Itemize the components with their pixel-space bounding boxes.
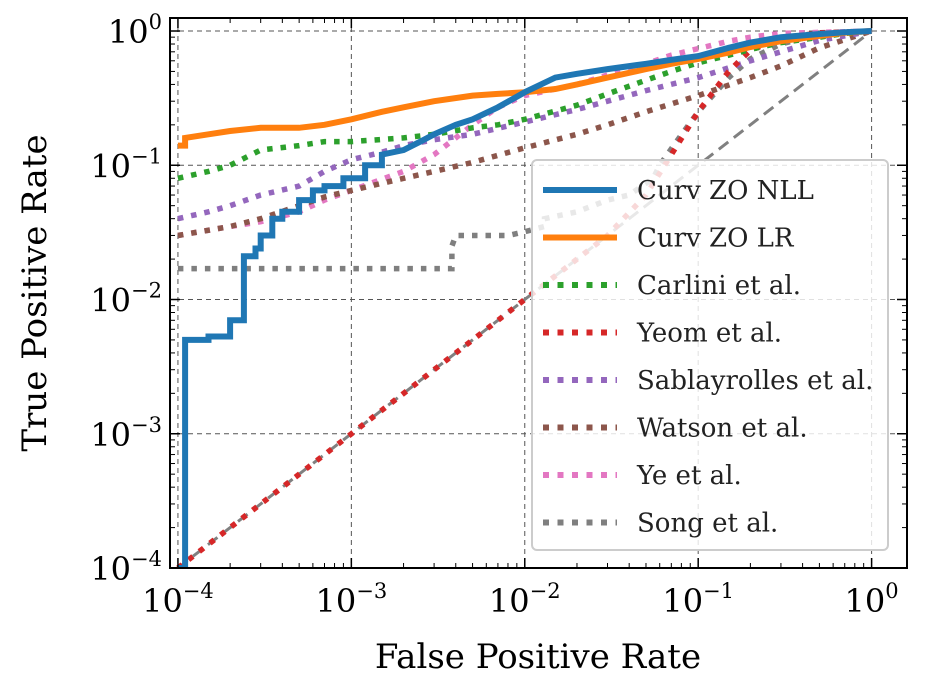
- legend-label: Song et al.: [637, 509, 778, 539]
- y-tick-label: 10−2: [90, 279, 162, 320]
- y-tick-label: 100: [108, 10, 162, 51]
- x-tick-label: 10−2: [489, 579, 561, 620]
- legend-label: Yeom et al.: [636, 319, 782, 349]
- y-tick-label: 10−3: [90, 413, 162, 454]
- legend-label: Curv ZO NLL: [637, 176, 814, 206]
- random-guess-line: [176, 29, 873, 568]
- x-tick-label: 100: [845, 579, 899, 620]
- reference-diagonal: [176, 29, 873, 568]
- legend: Curv ZO NLL Curv ZO LR Carlini et al. Yeom …: [531, 159, 889, 551]
- x-tick-label: 10−3: [316, 579, 388, 620]
- plot-frame: [169, 17, 908, 569]
- y-tick-label: 10−1: [90, 144, 162, 185]
- y-tick-label: 10−4: [90, 547, 162, 588]
- x-tick-label: 10−1: [662, 579, 734, 620]
- legend-label: Carlini et al.: [637, 271, 801, 301]
- series-lines: [176, 28, 873, 568]
- legend-label: Sablayrolles et al.: [637, 366, 873, 396]
- series-line-curv-zo-nll: [177, 28, 872, 568]
- x-tick-label: 10−4: [142, 579, 214, 620]
- legend-box: [531, 159, 889, 551]
- series-line-carlini-et-al: [177, 28, 872, 181]
- y-axis-title: True Positive Rate: [15, 134, 55, 451]
- legend-label: Ye et al.: [636, 461, 742, 491]
- x-axis-title: False Positive Rate: [375, 637, 701, 677]
- series-line-curv-zo-lr: [177, 28, 872, 149]
- ticks: 10−4 10−3 10−2 10−1 100 10−4 10−3 10−2 10−1 100: [90, 10, 907, 620]
- series-line-sablayrolles-et-al: [177, 28, 873, 222]
- legend-label: Curv ZO LR: [637, 224, 795, 254]
- legend-label: Watson et al.: [637, 414, 808, 444]
